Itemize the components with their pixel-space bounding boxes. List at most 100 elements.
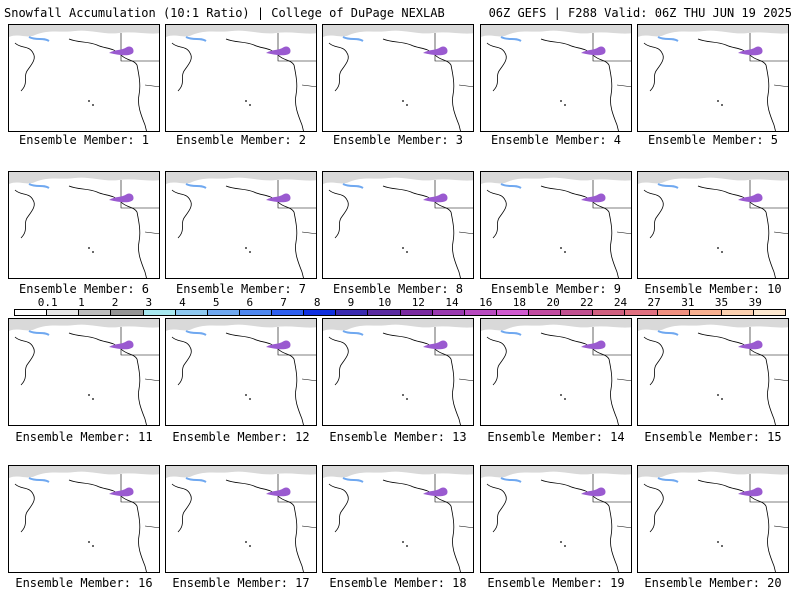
island-marker [402,100,404,102]
island-marker [717,394,719,396]
map-basemap [166,319,316,425]
snow-cover-region [481,172,631,184]
map-basemap [166,466,316,572]
light-snow-region [185,477,207,483]
coastline-east [293,505,304,572]
light-snow-region [28,330,50,336]
border-us [616,525,631,529]
colorbar-swatch [593,310,626,315]
colorbar-swatch [689,310,722,315]
snow-cover-region [9,466,159,478]
border-canada [277,327,316,356]
colorbar-swatch [400,310,433,315]
coastline-north [68,38,138,66]
ensemble-panel [165,24,317,132]
colorbar-tick-label: 16 [479,296,493,309]
island-marker [560,541,562,543]
coastline-north [382,479,452,507]
coastline-east [293,64,304,131]
ensemble-member-label: Ensemble Member: 12 [172,430,310,444]
colorbar-swatch [432,310,465,315]
border-canada [749,474,788,503]
colorbar-tick-label: 0.1 [37,296,58,309]
border-us [458,231,473,235]
ensemble-panel [637,318,789,426]
map-basemap [638,172,788,278]
map-basemap [166,25,316,131]
border-canada [434,474,473,503]
island-marker [245,247,247,249]
island-marker [402,247,404,249]
coastline-west [643,42,664,92]
ensemble-member-label: Ensemble Member: 16 [15,576,153,590]
border-us [616,84,631,88]
map-basemap [323,466,473,572]
border-us [301,378,316,382]
colorbar-swatch [721,310,754,315]
heavy-snow-region [266,487,291,497]
coastline-east [608,358,619,425]
island-marker [249,545,251,547]
island-marker [88,100,90,102]
map-basemap [638,466,788,572]
heavy-snow-region [581,193,606,203]
coastline-west [14,189,35,239]
snow-cover-region [323,172,473,184]
island-marker [560,100,562,102]
coastline-north [382,332,452,360]
island-marker [92,545,94,547]
ensemble-member-label: Ensemble Member: 11 [15,430,153,444]
heavy-snow-region [109,46,134,56]
coastline-east [608,505,619,572]
ensemble-panel [322,318,474,426]
coastline-north [540,332,610,360]
header-title: Snowfall Accumulation (10:1 Ratio) | Col… [4,6,445,20]
border-canada [592,474,631,503]
light-snow-region [28,183,50,189]
heavy-snow-region [109,487,134,497]
border-canada [592,33,631,62]
ensemble-panel [322,24,474,132]
coastline-east [136,505,147,572]
coastline-north [68,479,138,507]
coastline-west [14,483,35,533]
snow-cover-region [481,466,631,478]
header-run-info: 06Z GEFS | F288 Valid: 06Z THU JUN 19 20… [488,6,792,20]
island-marker [249,398,251,400]
ensemble-panel [480,171,632,279]
coastline-east [450,505,461,572]
snow-cover-region [9,25,159,37]
heavy-snow-region [581,46,606,56]
island-marker [88,247,90,249]
border-us [144,231,159,235]
colorbar-swatch [657,310,690,315]
coastline-west [328,189,349,239]
colorbar-swatch [464,310,497,315]
coastline-west [14,42,35,92]
light-snow-region [185,183,207,189]
ensemble-panel [8,465,160,573]
light-snow-region [500,477,522,483]
coastline-west [486,483,507,533]
border-canada [434,33,473,62]
map-basemap [323,25,473,131]
heavy-snow-region [109,193,134,203]
map-basemap [323,172,473,278]
border-canada [749,33,788,62]
snow-cover-region [166,319,316,331]
coastline-north [697,38,767,66]
map-basemap [9,25,159,131]
ensemble-member-label: Ensemble Member: 9 [490,282,622,296]
coastline-north [68,332,138,360]
map-basemap [323,319,473,425]
coastline-east [293,358,304,425]
island-marker [721,545,723,547]
coastline-north [697,185,767,213]
colorbar-tick-label: 5 [212,296,220,309]
colorbar-tick-label: 27 [647,296,661,309]
ensemble-panel [322,171,474,279]
light-snow-region [342,477,364,483]
border-canada [120,327,159,356]
heavy-snow-region [423,46,448,56]
coastline-north [68,185,138,213]
